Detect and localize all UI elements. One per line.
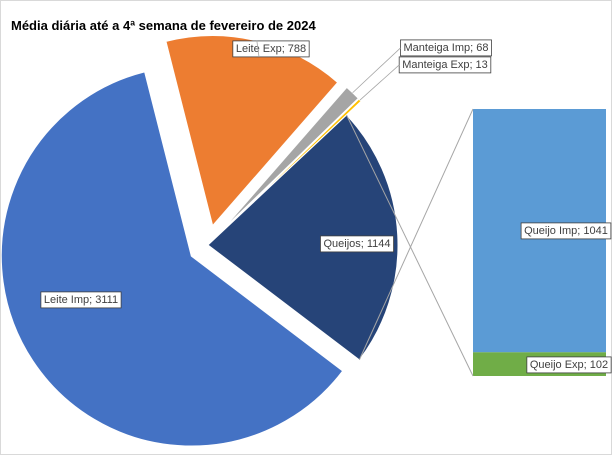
leader-line-manteiga-exp (359, 64, 400, 101)
svg-text:Queijos; 1144: Queijos; 1144 (323, 238, 390, 250)
svg-text:Queijo Exp; 102: Queijo Exp; 102 (530, 359, 608, 371)
data-label-queijo-imp: Queijo Imp; 1041 (520, 222, 612, 240)
leader-line-manteiga-imp (352, 47, 401, 94)
data-label-leite-exp: Leite Exp; 788 (232, 40, 310, 58)
connector-line-bottom (346, 114, 474, 377)
svg-text:Manteiga Imp; 68: Manteiga Imp; 68 (404, 42, 489, 54)
data-label-queijos: Queijos; 1144 (320, 235, 394, 253)
svg-text:Leite Imp; 3111: Leite Imp; 3111 (44, 294, 118, 306)
svg-text:Queijo Imp; 1041: Queijo Imp; 1041 (524, 225, 608, 237)
pie-slice-queijos (207, 114, 399, 361)
svg-text:Leite Exp; 788: Leite Exp; 788 (236, 43, 306, 55)
pie-slice-leite-imp (1, 71, 344, 447)
connector-line-top (358, 108, 474, 361)
data-label-manteiga-imp: Manteiga Imp; 68 (400, 39, 492, 57)
data-label-manteiga-exp: Manteiga Exp; 13 (398, 56, 492, 74)
svg-text:Manteiga Exp; 13: Manteiga Exp; 13 (402, 59, 488, 71)
leader-line-leite-exp (256, 40, 260, 57)
pie-slice-manteiga-exp (222, 98, 362, 232)
data-label-leite-imp: Leite Imp; 3111 (40, 291, 122, 309)
data-label-queijo-exp: Queijo Exp; 102 (526, 356, 612, 374)
chart-title: Média diária até a 4ª semana de fevereir… (11, 18, 316, 33)
